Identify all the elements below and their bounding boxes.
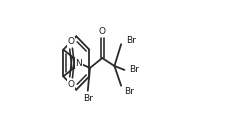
Text: Br: Br: [124, 87, 133, 96]
Text: N: N: [75, 59, 82, 68]
Text: Br: Br: [128, 65, 138, 74]
Text: Br: Br: [125, 36, 135, 45]
Text: O: O: [98, 27, 105, 36]
Text: O: O: [67, 80, 74, 89]
Text: Br: Br: [83, 94, 92, 103]
Text: O: O: [67, 37, 74, 46]
